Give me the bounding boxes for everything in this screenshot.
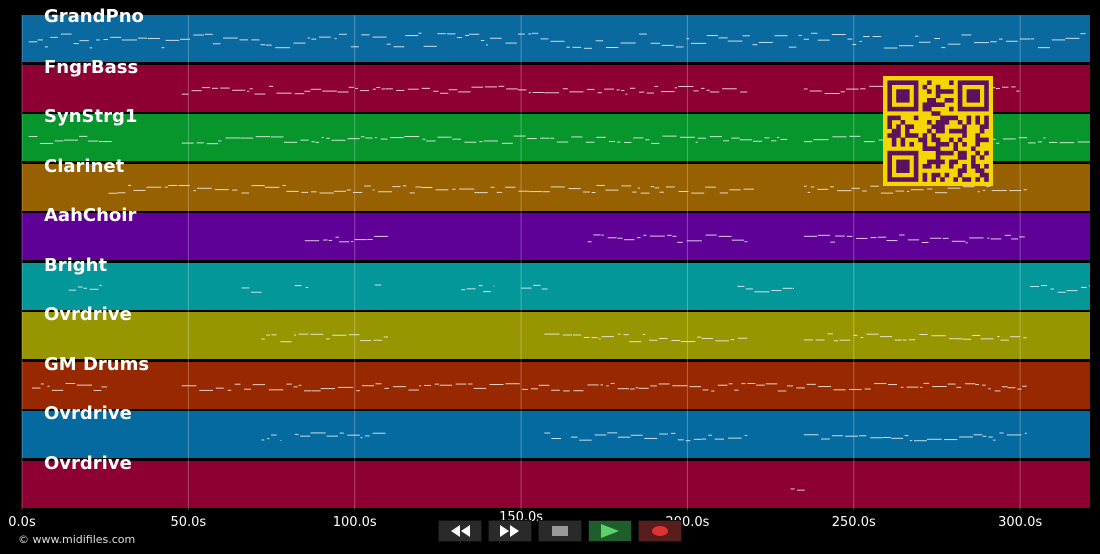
fast-forward-icon (500, 525, 519, 537)
track-lane[interactable] (22, 361, 1090, 409)
track-name: Ovrdrive (44, 452, 132, 474)
play-icon (601, 524, 619, 538)
rewind-icon (451, 525, 470, 537)
track-lane[interactable] (22, 15, 1090, 62)
stop-button[interactable] (538, 520, 582, 542)
time-tick-label: 300.0s (998, 515, 1043, 530)
rewind-button[interactable] (438, 520, 482, 542)
track-name: Ovrdrive (44, 403, 132, 424)
track-name: GrandPno (44, 6, 144, 27)
record-button[interactable] (638, 520, 682, 542)
track-name: SynStrg1 (44, 106, 138, 127)
time-tick-label: 0.0s (8, 515, 36, 530)
track-name: GM Drums (44, 353, 150, 375)
time-tick-label: 250.0s (831, 515, 876, 530)
track-name: Bright (44, 254, 108, 276)
track-name: AahChoir (44, 205, 137, 226)
fast-forward-button[interactable] (488, 520, 532, 542)
stop-icon (552, 526, 568, 536)
record-icon (652, 526, 668, 536)
time-tick-label: 50.0s (170, 515, 207, 530)
track-name: Clarinet (44, 155, 125, 177)
copyright-text: © www.midifiles.com (18, 533, 136, 546)
time-tick-label: 100.0s (332, 515, 377, 530)
track-name: FngrBass (44, 56, 139, 78)
track-name: Ovrdrive (44, 304, 132, 325)
track-lane[interactable] (22, 411, 1090, 458)
transport-controls (438, 520, 682, 542)
qr-code-icon[interactable] (883, 76, 993, 186)
track-lane[interactable] (22, 262, 1090, 310)
track-lane[interactable] (22, 460, 1090, 508)
play-button[interactable] (588, 520, 632, 542)
track-lane[interactable] (22, 312, 1090, 359)
track-lane[interactable] (22, 213, 1090, 260)
